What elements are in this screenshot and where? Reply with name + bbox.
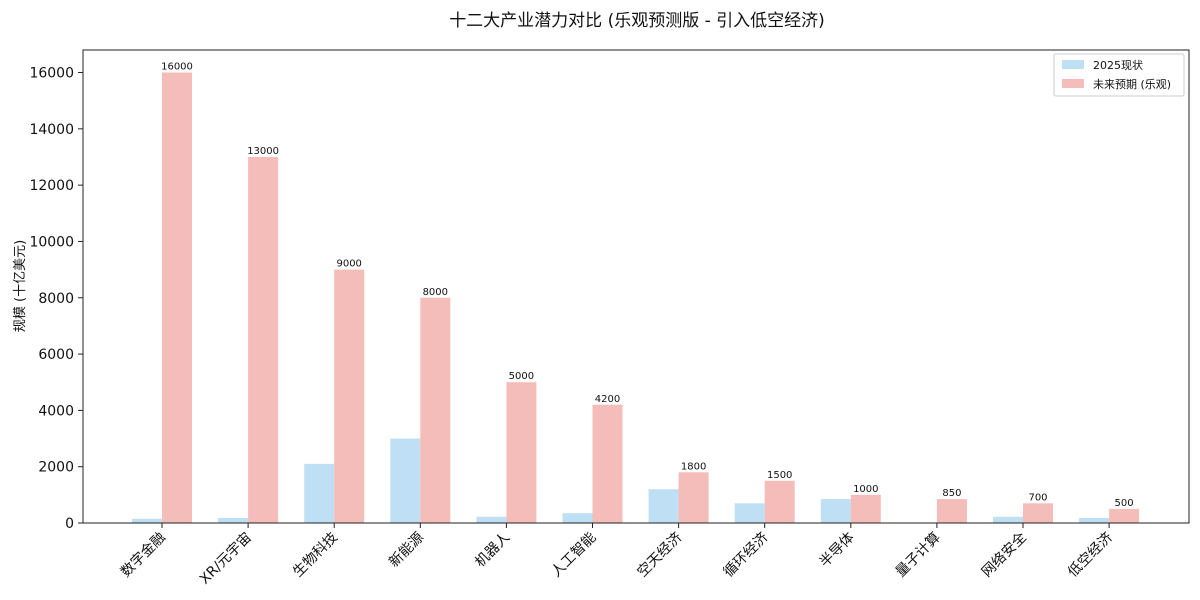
data-labels: 16000 13000 9000 8000 5000 4200 1800 1500 1000 85…	[161, 62, 1134, 509]
y-tick-label-0: 0	[65, 516, 74, 532]
bar-future-11	[1109, 508, 1140, 523]
y-tick-label-6: 12000	[29, 178, 74, 194]
x-tick-label-2: 生物科技	[290, 530, 341, 581]
bar-future-1	[248, 156, 279, 523]
data-label-9: 850	[942, 488, 961, 499]
bar-2025-11	[1079, 517, 1110, 523]
plot-frame	[82, 49, 1190, 524]
y-axis-label: 规模 (十亿美元)	[13, 240, 28, 332]
bars-group	[132, 72, 1140, 524]
x-tick-label-5: 人工智能	[548, 530, 599, 581]
y-tick-label-2: 4000	[38, 403, 74, 419]
bar-future-9	[936, 499, 967, 523]
y-tick-label-4: 8000	[38, 291, 74, 307]
bar-2025-8	[820, 499, 851, 523]
x-tick-label-1: XR/元宇宙	[197, 530, 255, 588]
bar-2025-6	[648, 489, 679, 523]
bar-future-10	[1023, 503, 1053, 523]
data-label-8: 1000	[853, 484, 878, 495]
bar-future-0	[162, 72, 192, 524]
y-tick-label-5: 10000	[29, 234, 74, 250]
chart-title: 十二大产业潜力对比 (乐观预测版 - 引入低空经济)	[449, 11, 825, 31]
legend-swatch-2025	[1062, 60, 1084, 69]
data-label-10: 700	[1028, 492, 1047, 503]
legend-box	[1053, 53, 1185, 97]
data-label-0: 16000	[161, 62, 193, 73]
x-tick-label-0: 数字金融	[118, 530, 169, 581]
bar-future-6	[678, 472, 709, 523]
x-tick-label-10: 网络安全	[978, 529, 1030, 581]
bar-future-3	[420, 297, 451, 523]
legend-swatch-future	[1062, 79, 1084, 88]
data-label-5: 4200	[595, 394, 620, 405]
bar-2025-2	[304, 463, 335, 523]
data-label-1: 13000	[247, 146, 279, 157]
data-label-3: 8000	[423, 287, 448, 298]
y-tick-label-1: 2000	[38, 460, 74, 476]
bar-2025-7	[734, 503, 765, 523]
bar-future-4	[506, 382, 537, 523]
bar-2025-3	[390, 438, 421, 523]
bar-2025-5	[562, 513, 593, 523]
bar-future-5	[592, 404, 623, 523]
legend-label-future: 未来预期 (乐观)	[1093, 78, 1171, 91]
bar-2025-4	[476, 516, 507, 523]
x-tick-label-9: 量子计算	[893, 530, 944, 581]
x-tick-label-3: 新能源	[386, 530, 427, 571]
y-tick-label-3: 6000	[38, 347, 74, 363]
x-tick-label-4: 机器人	[472, 530, 513, 571]
data-label-2: 9000	[336, 259, 361, 270]
bar-2025-10	[993, 516, 1023, 523]
legend: 2025现状 未来预期 (乐观)	[1053, 53, 1185, 97]
bar-future-7	[764, 480, 795, 523]
bar-future-8	[850, 494, 881, 523]
x-tick-label-6: 空天经济	[635, 530, 686, 581]
x-tick-label-11: 低空经济	[1065, 530, 1116, 581]
bar-future-2	[334, 269, 365, 523]
data-label-11: 500	[1115, 498, 1134, 509]
y-tick-label-7: 14000	[29, 122, 74, 138]
y-tick-label-8: 16000	[29, 66, 74, 82]
data-label-4: 5000	[509, 371, 534, 382]
bar-2025-0	[132, 518, 162, 523]
data-label-7: 1500	[767, 470, 792, 481]
bar-2025-1	[218, 517, 249, 523]
x-tick-label-8: 半导体	[817, 530, 858, 571]
legend-label-2025: 2025现状	[1093, 58, 1143, 72]
y-axis-ticks: 0 2000 4000 6000 8000 10000 12000 14000 16000	[29, 66, 83, 532]
data-label-6: 1800	[681, 461, 706, 472]
x-axis-ticks: 数字金融 XR/元宇宙 生物科技 新能源 机器人 人工智能 空天经济 循环经济 半导体 量子计算网…	[118, 523, 1116, 588]
x-tick-label-7: 循环经济	[721, 530, 772, 581]
